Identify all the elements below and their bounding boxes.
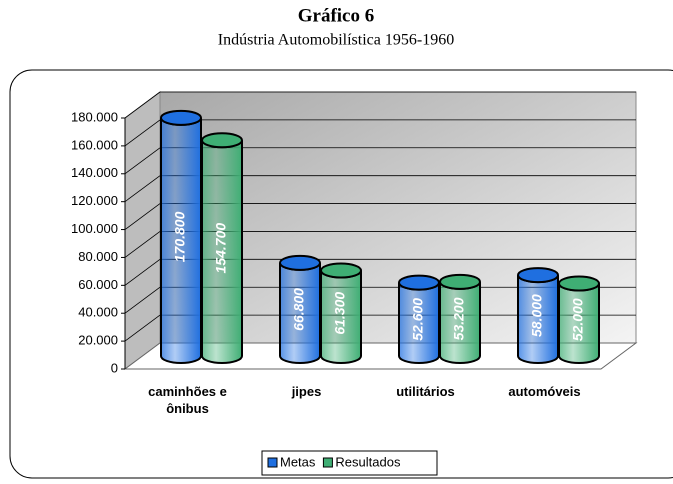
grid-line [124, 175, 161, 202]
value-label: 52.000 [570, 298, 586, 341]
grid-line [124, 147, 161, 175]
y-tick-label: 0 [111, 360, 118, 375]
chart-subtitle: Indústria Automobilística 1956-1960 [218, 32, 454, 49]
x-tick-label: utilitários [396, 384, 455, 399]
y-tick-label: 120.000 [71, 193, 118, 208]
grid-line [124, 119, 161, 147]
y-tick-label: 40.000 [78, 305, 118, 320]
grid-line [124, 286, 161, 314]
grid-line [124, 259, 161, 286]
bar-top [160, 109, 202, 126]
side-wall [124, 91, 161, 370]
value-label: 66.800 [291, 288, 307, 331]
grid-line [124, 203, 161, 230]
bar-top [558, 275, 600, 292]
bar-top [398, 274, 440, 291]
value-label: 53.200 [451, 297, 467, 340]
legend-box [261, 450, 438, 476]
y-tick-label: 180.000 [71, 109, 118, 124]
bar-top [439, 273, 481, 290]
x-tick-label: caminhões e ônibus [148, 384, 227, 416]
legend-label: Resultados [335, 454, 401, 469]
floor [123, 342, 638, 370]
chart-frame [9, 69, 673, 479]
legend-swatch [322, 457, 333, 468]
value-label: 61.300 [332, 292, 348, 335]
x-tick-label: jipes [291, 384, 322, 399]
bar-top [320, 262, 362, 279]
value-label: 52.600 [410, 298, 426, 341]
grid-line [124, 91, 161, 119]
legend-swatch [267, 457, 278, 468]
value-label: 58.000 [529, 294, 545, 337]
legend-label: Metas [280, 454, 316, 469]
grid-line [124, 231, 161, 258]
y-tick-label: 100.000 [71, 221, 118, 236]
value-label: 170.800 [172, 211, 188, 262]
y-tick-label: 140.000 [71, 165, 118, 180]
x-tick-label: automóveis [508, 384, 581, 399]
bar-top [279, 254, 321, 271]
value-label: 154.700 [213, 223, 229, 274]
y-tick-label: 20.000 [78, 333, 118, 348]
grid-line [124, 314, 161, 342]
bar-top [201, 132, 243, 149]
bar-top [517, 267, 559, 284]
y-tick-label: 160.000 [71, 137, 118, 152]
y-tick-label: 60.000 [78, 277, 118, 292]
chart-title: Gráfico 6 [298, 5, 375, 26]
y-tick-label: 80.000 [78, 249, 118, 264]
